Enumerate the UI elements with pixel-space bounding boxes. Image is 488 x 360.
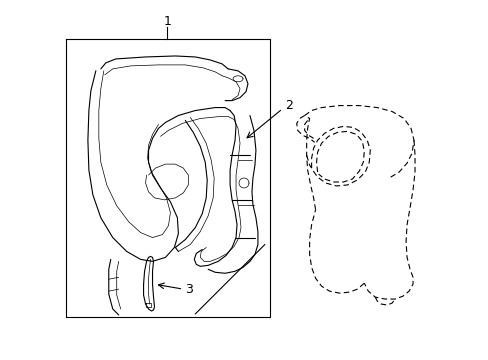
Text: 2: 2: [284, 99, 292, 112]
Text: 3: 3: [185, 283, 193, 296]
Text: 1: 1: [163, 15, 171, 28]
